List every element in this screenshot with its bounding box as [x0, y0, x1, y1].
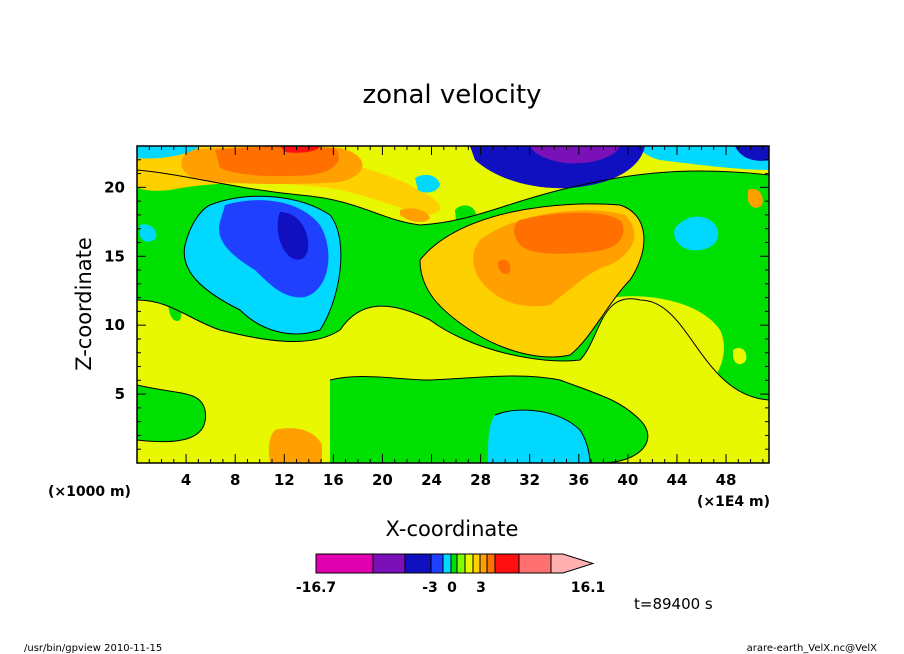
colorbar-cell: [456, 553, 466, 574]
x-tick-label: 8: [230, 471, 240, 489]
colorbar-min-label: -16.7: [296, 580, 336, 596]
y-tick-label: 20: [104, 178, 125, 196]
x-tick-label: 24: [421, 471, 442, 489]
x-tick-label: 32: [519, 471, 540, 489]
y-units-label: (×1000 m): [48, 484, 131, 500]
colorbar-center-label-pos: 3: [476, 580, 486, 596]
colorbar-max-label: 16.1: [571, 580, 606, 596]
chart-title: zonal velocity: [362, 80, 541, 110]
x-tick-label: 16: [323, 471, 344, 489]
colorbar-cell: [518, 553, 552, 574]
colorbar-cell: [315, 553, 374, 574]
y-tick-label: 15: [104, 247, 125, 265]
colorbar-cell: [494, 553, 520, 574]
colorbar-cell: [442, 553, 452, 574]
plot-frame: [136, 145, 770, 464]
colorbar-cell: [464, 553, 474, 574]
colorbar-cell: [430, 553, 444, 574]
colorbar-cell: [479, 553, 488, 574]
x-tick-label: 4: [181, 471, 191, 489]
x-tick-label: 20: [372, 471, 393, 489]
x-tick-label: 48: [716, 471, 737, 489]
colorbar-cell: [372, 553, 406, 574]
colorbar-center-label-neg: -3: [422, 580, 438, 596]
y-tick-label: 5: [115, 385, 125, 403]
colorbar-cell: [450, 553, 458, 574]
x-tick-label: 36: [568, 471, 589, 489]
footer-left: /usr/bin/gpview 2010-11-15: [24, 643, 162, 654]
colorbar-cell: [472, 553, 481, 574]
x-tick-label: 44: [667, 471, 688, 489]
x-tick-label: 28: [470, 471, 491, 489]
contour-field: [137, 146, 769, 463]
colorbar-cell: [486, 553, 496, 574]
x-tick-group: 4 8 12 16 20 24 28 32 36 40 44 48: [148, 146, 764, 489]
colorbar-cell: [404, 553, 432, 574]
x-axis-label: X-coordinate: [386, 517, 519, 541]
y-axis-label: Z-coordinate: [72, 237, 96, 371]
footer-right: arare-earth_VelX.nc@VelX: [747, 643, 878, 654]
colorbar-center-label-zero: 0: [447, 580, 457, 596]
time-label: t=89400 s: [634, 595, 713, 613]
y-tick-group: 5 10 15 20: [104, 159, 769, 450]
x-tick-label: 40: [617, 471, 638, 489]
x-units-label: (×1E4 m): [697, 494, 770, 510]
x-tick-label: 12: [274, 471, 295, 489]
colorbar: [315, 553, 595, 574]
y-tick-label: 10: [104, 316, 125, 334]
colorbar-cell-arrow: [550, 553, 595, 574]
